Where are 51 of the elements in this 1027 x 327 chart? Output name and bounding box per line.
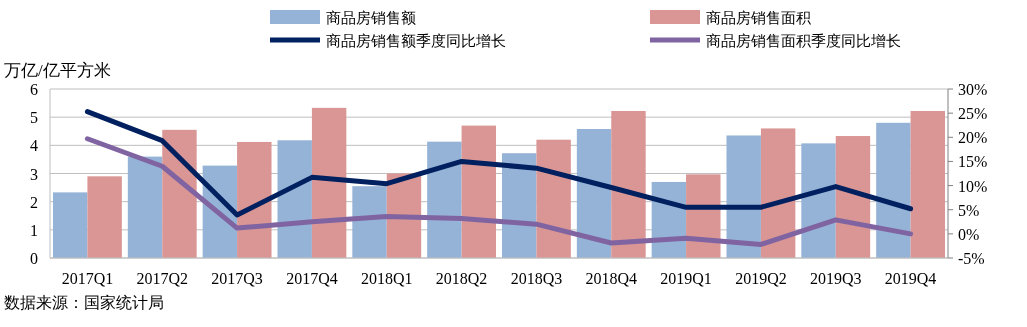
- y2-tick-label: 25%: [958, 105, 988, 123]
- legend-label: 商品房销售额: [326, 10, 416, 26]
- y2-tick-label: -5%: [958, 250, 985, 267]
- bar: [835, 136, 871, 258]
- y-tick-label: 0: [30, 250, 38, 267]
- y-axis-title: 万亿/亿平方米: [4, 61, 111, 80]
- y2-tick-label: 0%: [958, 225, 980, 243]
- x-tick-label: 2018Q2: [435, 270, 488, 287]
- bar: [311, 107, 347, 258]
- bar: [52, 192, 88, 258]
- bar: [910, 110, 946, 258]
- x-tick-label: 2018Q3: [510, 270, 563, 287]
- y2-tick-label: 10%: [958, 177, 988, 195]
- legend-label: 商品房销售面积: [706, 10, 811, 26]
- y-tick-label: 5: [30, 109, 38, 127]
- bar: [876, 122, 911, 258]
- y2-tick-label: 15%: [958, 153, 988, 171]
- y-tick-label: 6: [30, 81, 38, 98]
- bar: [760, 128, 796, 258]
- bar: [461, 125, 497, 258]
- y2-tick-label: 20%: [958, 129, 988, 147]
- x-tick-label: 2017Q3: [211, 270, 263, 287]
- y-tick-label: 1: [30, 221, 38, 239]
- bar: [87, 176, 122, 258]
- bar: [127, 156, 163, 258]
- x-tick-label: 2018Q4: [585, 270, 638, 287]
- y-tick-label: 4: [30, 137, 38, 155]
- bar: [801, 143, 836, 258]
- legend-label: 商品房销售额季度同比增长: [326, 33, 506, 49]
- y-tick-label: 3: [30, 165, 38, 183]
- source-note: 数据来源：国家统计局: [4, 294, 164, 311]
- x-tick-label: 2018Q1: [360, 270, 413, 287]
- x-tick-label: 2017Q2: [136, 270, 189, 287]
- y2-tick-label: 5%: [958, 201, 980, 219]
- bar: [536, 139, 571, 258]
- x-tick-label: 2019Q3: [809, 270, 862, 287]
- bar: [277, 140, 312, 258]
- bar: [427, 141, 462, 258]
- bar: [576, 129, 612, 258]
- bar: [726, 135, 761, 258]
- x-tick-label: 2017Q1: [61, 270, 114, 287]
- legend-label: 商品房销售面积季度同比增长: [706, 33, 901, 49]
- bar: [611, 110, 646, 258]
- x-tick-label: 2017Q4: [286, 270, 338, 287]
- bar: [237, 141, 272, 258]
- x-tick-label: 2019Q4: [884, 270, 937, 287]
- y2-tick-label: 30%: [958, 81, 988, 98]
- x-tick-label: 2019Q2: [735, 270, 787, 287]
- y-tick-label: 2: [30, 193, 38, 211]
- x-tick-label: 2019Q1: [660, 270, 712, 287]
- bar: [352, 186, 387, 258]
